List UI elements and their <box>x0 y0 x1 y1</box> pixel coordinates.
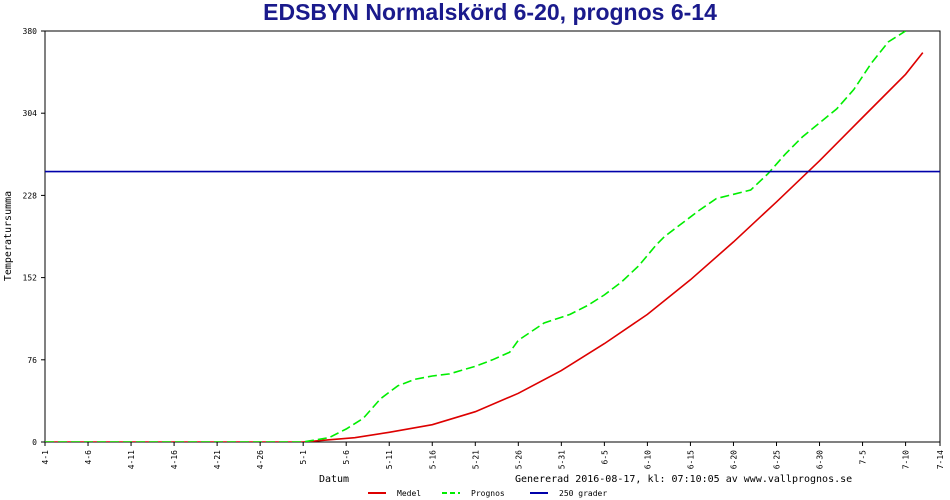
x-tick-label: 4-26 <box>256 450 265 469</box>
chart-title: EDSBYN Normalskörd 6-20, prognos 6-14 <box>263 0 717 25</box>
series-line-medel <box>45 52 924 442</box>
y-axis-label: Temperatursumma <box>3 191 14 281</box>
y-ticks: 0 76 152 228 304 380 <box>23 27 45 447</box>
legend-label: Medel <box>397 489 421 498</box>
series-line-prognos <box>45 31 907 442</box>
x-tick-label: 4-6 <box>84 450 93 465</box>
y-tick-label: 304 <box>23 109 38 118</box>
x-tick-label: 5-26 <box>514 450 523 469</box>
series-lines <box>45 31 940 442</box>
x-tick-label: 5-1 <box>299 450 308 465</box>
y-tick-label: 76 <box>27 356 37 365</box>
x-tick-label: 4-21 <box>213 450 222 469</box>
y-tick-label: 380 <box>23 27 38 36</box>
footer-note: Genererad 2016-08-17, kl: 07:10:05 av ww… <box>515 474 852 485</box>
y-tick-label: 0 <box>32 438 37 447</box>
x-tick-label: 4-16 <box>170 450 179 469</box>
x-tick-label: 4-11 <box>127 450 136 469</box>
x-tick-label: 5-16 <box>428 450 437 469</box>
x-tick-label: 5-31 <box>557 450 566 469</box>
x-tick-label: 5-6 <box>342 450 351 465</box>
x-tick-label: 6-20 <box>729 450 738 469</box>
plot-area <box>44 30 941 443</box>
x-ticks: 4-1 4-6 4-11 4-16 4-21 4-26 5-1 5-6 5-11 5-16 5-21… <box>41 442 945 469</box>
x-tick-label: 4-1 <box>41 450 50 465</box>
x-tick-label: 5-11 <box>385 450 394 469</box>
x-axis-label: Datum <box>319 474 349 485</box>
y-tick-label: 228 <box>23 191 38 200</box>
x-tick-label: 6-15 <box>686 450 695 469</box>
x-tick-label: 7-5 <box>859 450 868 465</box>
x-tick-label: 7-10 <box>902 450 911 469</box>
legend: Medel Prognos 250 grader <box>368 489 607 498</box>
x-tick-label: 6-10 <box>643 450 652 469</box>
x-tick-label: 6-25 <box>772 450 781 469</box>
legend-label: Prognos <box>471 489 505 498</box>
legend-label: 250 grader <box>559 489 607 498</box>
y-tick-label: 152 <box>23 274 38 283</box>
x-tick-label: 6-5 <box>600 450 609 465</box>
x-tick-label: 6-30 <box>816 450 825 469</box>
x-tick-label: 7-14 <box>936 450 945 469</box>
x-tick-label: 5-21 <box>471 450 480 469</box>
